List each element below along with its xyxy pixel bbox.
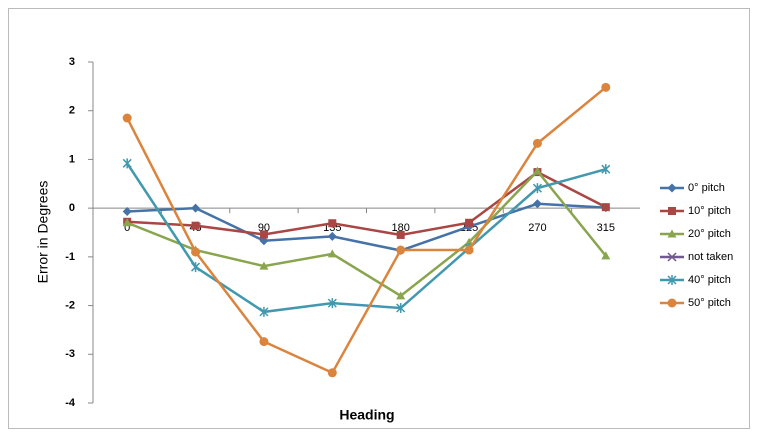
marker — [328, 219, 337, 228]
marker — [122, 113, 132, 123]
marker — [327, 368, 337, 378]
x-tick-label: 315 — [597, 222, 615, 234]
marker — [191, 262, 201, 273]
x-tick-label: 270 — [528, 222, 546, 234]
legend-marker — [667, 252, 677, 262]
legend-label: 20° pitch — [688, 228, 731, 240]
marker — [532, 166, 542, 175]
marker — [601, 251, 611, 260]
marker — [259, 230, 268, 239]
legend-label: 40° pitch — [688, 274, 731, 286]
marker — [327, 249, 337, 258]
marker — [396, 291, 406, 300]
x-tick-label: 180 — [392, 222, 410, 234]
marker — [532, 199, 542, 209]
marker — [191, 247, 201, 257]
series-line — [127, 202, 606, 252]
legend-label: 10° pitch — [688, 205, 731, 217]
marker — [191, 221, 200, 230]
legend-marker — [667, 275, 677, 285]
marker — [259, 306, 269, 317]
marker — [122, 158, 132, 169]
marker — [396, 245, 406, 255]
marker — [601, 164, 611, 175]
y-tick-label: 2 — [69, 105, 75, 117]
legend-marker — [668, 207, 676, 215]
series-line — [126, 162, 607, 314]
x-axis-title: Heading — [339, 407, 394, 423]
legend-label: not taken — [688, 251, 733, 263]
series-line — [126, 86, 607, 375]
marker — [396, 230, 405, 239]
marker — [464, 245, 474, 255]
marker — [259, 236, 269, 246]
y-tick-label: 3 — [69, 56, 75, 68]
x-tick-label: 0 — [124, 222, 130, 234]
marker — [327, 298, 337, 309]
legend-marker — [667, 298, 677, 308]
marker — [601, 82, 611, 92]
marker — [327, 231, 337, 241]
series-line — [127, 170, 607, 237]
y-tick-label: -3 — [65, 348, 75, 360]
y-tick-label: -4 — [65, 397, 76, 409]
legend-label: 0° pitch — [688, 182, 725, 194]
chart-border — [8, 8, 750, 429]
marker — [122, 207, 132, 217]
y-tick-label: -1 — [65, 251, 75, 263]
marker — [532, 138, 542, 148]
marker — [259, 261, 269, 270]
y-axis-title: Error in Degrees — [35, 181, 51, 284]
legend-marker — [667, 183, 677, 193]
marker — [532, 183, 542, 194]
y-tick-label: 0 — [69, 202, 75, 214]
series-line — [126, 169, 607, 298]
marker — [122, 218, 132, 227]
legend-marker — [667, 229, 677, 238]
marker — [601, 203, 610, 212]
marker — [259, 337, 269, 347]
legend-label: 50° pitch — [688, 297, 731, 309]
marker — [465, 218, 474, 227]
y-tick-label: -2 — [65, 299, 75, 311]
marker — [191, 203, 201, 213]
marker — [464, 237, 474, 246]
y-tick-label: 1 — [69, 153, 75, 165]
marker — [396, 303, 406, 314]
